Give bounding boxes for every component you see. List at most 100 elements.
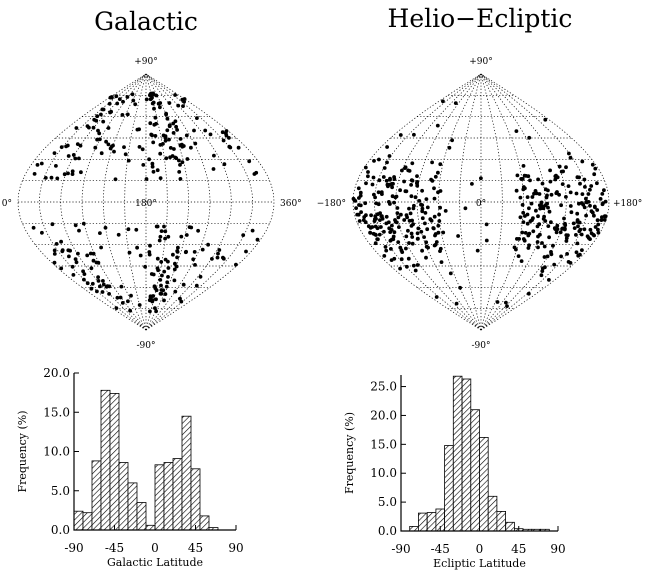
map-point bbox=[179, 299, 184, 304]
map-point bbox=[107, 292, 111, 296]
map-point bbox=[406, 256, 411, 261]
map-point bbox=[574, 233, 578, 237]
y-tick-label: 0.0 bbox=[51, 523, 70, 537]
map-point bbox=[94, 118, 99, 123]
map-point bbox=[103, 225, 108, 230]
histogram-bar bbox=[479, 436, 489, 532]
map-point bbox=[423, 211, 428, 215]
map-point bbox=[564, 233, 569, 238]
map-point bbox=[436, 190, 440, 195]
y-tick-label: 15.0 bbox=[43, 405, 70, 419]
map-point bbox=[599, 218, 604, 223]
map-point bbox=[154, 309, 159, 314]
map-point bbox=[560, 182, 565, 187]
map-point bbox=[536, 214, 540, 219]
map-point bbox=[121, 99, 125, 104]
map-point bbox=[149, 132, 154, 137]
map-point bbox=[589, 209, 594, 214]
map-point bbox=[398, 266, 402, 271]
map-point bbox=[398, 245, 403, 250]
map-point bbox=[552, 262, 557, 267]
map-point bbox=[211, 167, 216, 171]
map-point bbox=[152, 284, 157, 289]
map-point bbox=[526, 291, 531, 296]
map-point bbox=[557, 192, 561, 197]
y-tick-label: 10.0 bbox=[370, 466, 397, 480]
map-point bbox=[420, 188, 424, 193]
map-point bbox=[127, 250, 132, 255]
map-point bbox=[175, 249, 180, 253]
map-point bbox=[364, 213, 368, 218]
map-point bbox=[523, 231, 528, 235]
map-point bbox=[81, 269, 85, 274]
map-point bbox=[162, 269, 167, 274]
map-point bbox=[153, 306, 157, 310]
map-meridian-line bbox=[145, 73, 190, 331]
map-point bbox=[398, 188, 402, 193]
map-point bbox=[126, 299, 130, 304]
map-point bbox=[192, 128, 196, 133]
map-point bbox=[101, 119, 106, 124]
map-point bbox=[144, 177, 149, 181]
map-point bbox=[54, 164, 58, 168]
map-point bbox=[62, 172, 67, 177]
map-point bbox=[409, 194, 414, 199]
map-point bbox=[95, 137, 99, 142]
x-tick-label: -90 bbox=[391, 542, 410, 556]
map-point bbox=[574, 250, 579, 255]
histogram-bar bbox=[452, 375, 463, 532]
map-point bbox=[382, 254, 387, 258]
map-point bbox=[192, 250, 197, 254]
map-point bbox=[184, 249, 189, 254]
map-point bbox=[135, 127, 140, 132]
histogram-bar bbox=[163, 462, 174, 531]
map-point bbox=[363, 201, 368, 206]
map-point bbox=[99, 151, 104, 156]
map-point bbox=[359, 210, 363, 215]
map-point bbox=[159, 260, 164, 264]
map-point bbox=[453, 101, 458, 105]
map-point bbox=[87, 125, 91, 130]
map-point bbox=[575, 219, 580, 224]
map-point bbox=[410, 161, 415, 166]
map-point bbox=[96, 275, 100, 279]
map-point bbox=[171, 131, 176, 135]
map-point bbox=[438, 205, 442, 210]
map-point bbox=[598, 197, 603, 201]
map-point bbox=[166, 234, 171, 239]
map-point bbox=[85, 281, 90, 286]
map-point bbox=[173, 93, 178, 97]
histogram-bar bbox=[417, 512, 428, 532]
map-point bbox=[551, 243, 555, 248]
map-point bbox=[91, 125, 96, 130]
map-point bbox=[516, 254, 521, 258]
map-point bbox=[568, 261, 573, 265]
map-point bbox=[537, 222, 542, 227]
map-point bbox=[582, 205, 587, 210]
map-point bbox=[514, 188, 519, 193]
map-point bbox=[520, 230, 525, 235]
map-point bbox=[525, 221, 530, 226]
map-point bbox=[98, 231, 102, 236]
map-point bbox=[176, 103, 181, 108]
map-point bbox=[530, 195, 535, 199]
map-point bbox=[584, 213, 588, 218]
ecliptic-map-bottom-label: -90° bbox=[472, 341, 491, 351]
map-point bbox=[547, 235, 551, 240]
map-point bbox=[122, 145, 126, 150]
map-point bbox=[128, 308, 133, 313]
map-point bbox=[96, 128, 100, 133]
map-point bbox=[420, 206, 425, 211]
map-point bbox=[75, 142, 80, 147]
map-point bbox=[520, 177, 525, 181]
map-point bbox=[168, 155, 173, 160]
x-tick-label: 90 bbox=[228, 541, 243, 555]
map-point bbox=[517, 237, 521, 241]
map-point bbox=[588, 187, 592, 192]
map-point bbox=[150, 161, 155, 166]
map-point bbox=[114, 94, 119, 99]
map-point bbox=[181, 282, 186, 287]
map-point bbox=[181, 104, 185, 108]
map-point bbox=[370, 182, 375, 187]
map-point bbox=[415, 180, 420, 184]
